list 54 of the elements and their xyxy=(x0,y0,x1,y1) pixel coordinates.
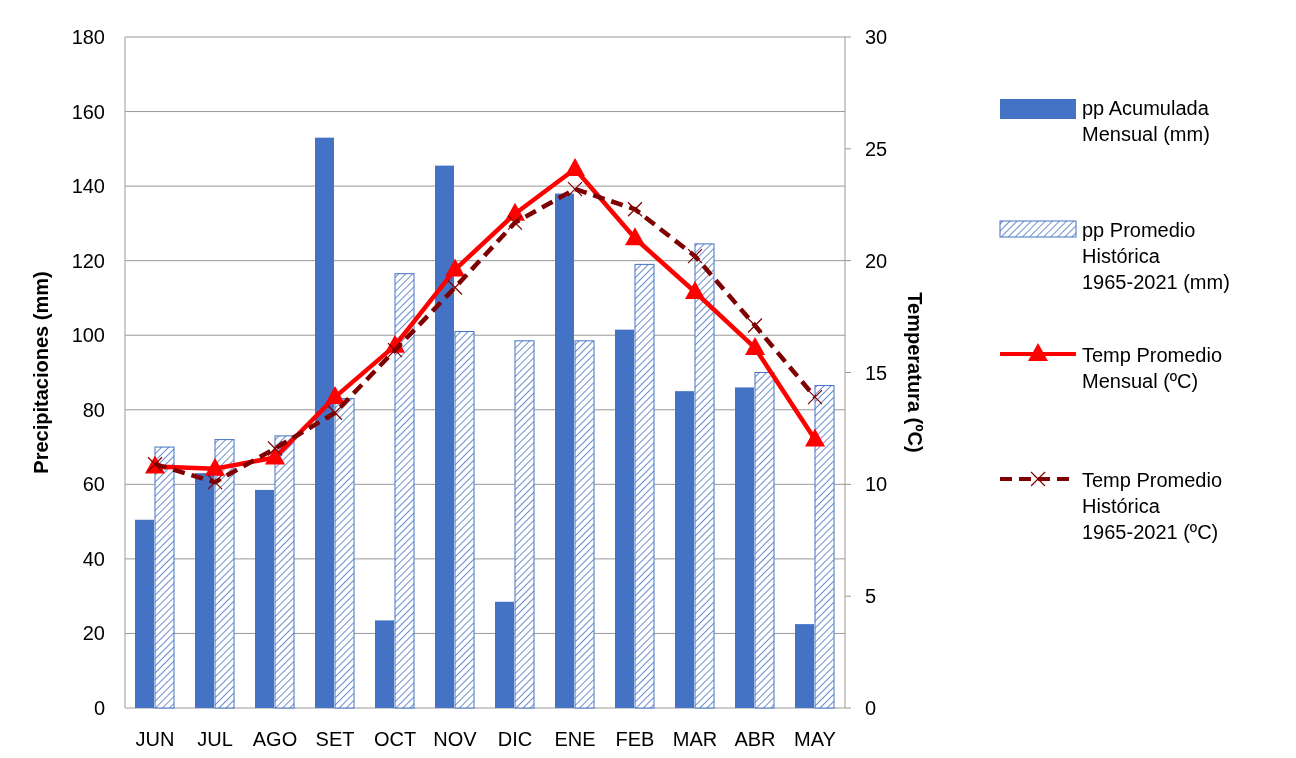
x-tick-label: JUN xyxy=(135,728,175,750)
legend-label: pp Promedio Histórica 1965-2021 (mm) xyxy=(1082,219,1230,293)
y2-tick-label: 10 xyxy=(865,473,888,496)
point xyxy=(747,317,763,334)
x-tick-label: NOV xyxy=(433,728,478,750)
point xyxy=(567,181,583,197)
point xyxy=(447,279,463,296)
x-tick-label: JUL xyxy=(197,728,233,750)
point xyxy=(445,258,465,277)
point xyxy=(327,405,343,421)
y2-tick-label: 20 xyxy=(865,249,888,272)
y2-tick-label: 0 xyxy=(865,697,877,719)
y-axis-title: Precipitaciones (mm) xyxy=(30,271,52,474)
x-tick-label: ABR xyxy=(734,728,776,750)
point xyxy=(807,389,823,405)
point xyxy=(745,336,765,355)
point xyxy=(325,386,345,405)
x-tick-label: DIC xyxy=(497,728,533,750)
point xyxy=(565,157,585,176)
legend-label: Temp Promedio Histórica 1965-2021 (ºC) xyxy=(1082,469,1223,543)
x-tick-label: OCT xyxy=(373,728,417,750)
point xyxy=(267,440,283,457)
y2-axis-title: Temperatura (ºC) xyxy=(904,292,926,453)
y-tick-label: 140 xyxy=(71,175,105,198)
legend-label: Temp Promedio Mensual (ºC) xyxy=(1082,344,1223,392)
point xyxy=(205,457,225,476)
point xyxy=(627,201,643,217)
x-tick-label: MAR xyxy=(672,728,718,750)
point xyxy=(207,474,223,490)
y-tick-label: 160 xyxy=(71,100,105,123)
y-tick-label: 120 xyxy=(71,249,105,272)
y2-tick-label: 5 xyxy=(865,585,877,608)
point xyxy=(805,428,825,447)
x-tick-label: AGO xyxy=(252,728,298,750)
y-tick-label: 0 xyxy=(93,697,105,719)
point xyxy=(687,248,703,264)
y-tick-label: 100 xyxy=(71,324,105,347)
point xyxy=(387,342,403,358)
point xyxy=(625,227,645,246)
point xyxy=(507,215,523,231)
x-tick-label: FEB xyxy=(615,728,655,750)
y2-tick-label: 15 xyxy=(865,361,888,384)
y-tick-label: 20 xyxy=(82,622,105,645)
legend-label: pp Acumulada Mensual (mm) xyxy=(1082,97,1210,145)
y-tick-label: 60 xyxy=(82,473,105,496)
y2-tick-label: 30 xyxy=(865,26,888,48)
x-tick-label: SET xyxy=(315,728,355,750)
y-tick-label: 80 xyxy=(82,398,105,421)
y-tick-label: 40 xyxy=(82,547,105,570)
x-tick-label: MAY xyxy=(794,728,836,750)
x-tick-label: ENE xyxy=(554,728,596,750)
point xyxy=(685,280,705,299)
y2-tick-label: 25 xyxy=(865,137,888,160)
y-tick-label: 180 xyxy=(71,26,105,48)
